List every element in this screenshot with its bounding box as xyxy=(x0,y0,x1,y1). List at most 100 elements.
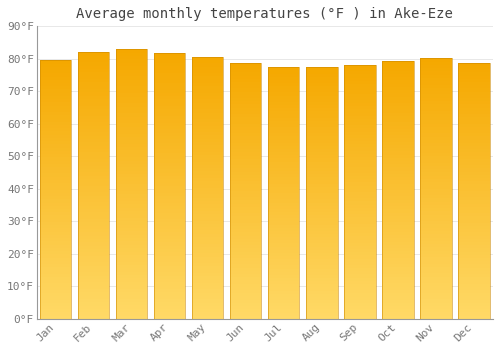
Bar xyxy=(344,106,376,110)
Bar xyxy=(116,218,148,221)
Bar xyxy=(420,58,452,319)
Bar xyxy=(78,106,110,109)
Bar xyxy=(268,121,300,124)
Bar xyxy=(230,287,262,290)
Bar xyxy=(116,268,148,272)
Bar xyxy=(78,256,110,259)
Bar xyxy=(78,279,110,282)
Bar xyxy=(344,78,376,81)
Bar xyxy=(420,215,452,218)
Bar xyxy=(116,113,148,117)
Bar xyxy=(230,162,262,165)
Bar xyxy=(382,103,414,106)
Bar xyxy=(344,132,376,135)
Bar xyxy=(78,146,110,149)
Bar xyxy=(306,300,338,303)
Bar xyxy=(192,237,224,240)
Bar xyxy=(230,91,262,95)
Bar xyxy=(458,152,490,155)
Bar xyxy=(116,107,148,110)
Bar xyxy=(344,297,376,300)
Bar xyxy=(382,126,414,129)
Bar xyxy=(116,299,148,302)
Bar xyxy=(458,265,490,268)
Bar xyxy=(230,136,262,140)
Bar xyxy=(268,259,300,262)
Bar xyxy=(230,149,262,152)
Bar xyxy=(382,313,414,316)
Bar xyxy=(116,167,148,171)
Bar xyxy=(344,284,376,287)
Bar xyxy=(382,87,414,90)
Bar xyxy=(268,70,300,74)
Bar xyxy=(40,90,72,93)
Bar xyxy=(154,119,186,123)
Bar xyxy=(192,139,224,142)
Bar xyxy=(344,192,376,195)
Bar xyxy=(382,171,414,174)
Bar xyxy=(40,309,72,313)
Bar xyxy=(344,239,376,243)
Bar xyxy=(230,127,262,130)
Bar xyxy=(268,287,300,290)
Bar xyxy=(420,264,452,267)
Bar xyxy=(78,269,110,272)
Bar xyxy=(268,193,300,196)
Bar xyxy=(268,86,300,89)
Bar xyxy=(344,182,376,186)
Bar xyxy=(116,150,148,154)
Bar xyxy=(230,175,262,178)
Bar xyxy=(78,172,110,176)
Bar xyxy=(306,281,338,284)
Bar xyxy=(306,250,338,253)
Bar xyxy=(306,218,338,222)
Bar xyxy=(154,183,186,186)
Bar xyxy=(40,290,72,293)
Bar xyxy=(116,73,148,76)
Bar xyxy=(78,59,110,62)
Bar xyxy=(116,110,148,113)
Bar xyxy=(192,103,224,106)
Bar xyxy=(382,264,414,267)
Bar xyxy=(154,169,186,173)
Bar xyxy=(78,222,110,226)
Bar xyxy=(420,149,452,153)
Bar xyxy=(306,303,338,306)
Bar xyxy=(230,300,262,303)
Bar xyxy=(154,309,186,312)
Bar xyxy=(420,303,452,306)
Bar xyxy=(40,67,72,70)
Bar xyxy=(116,258,148,261)
Bar xyxy=(268,149,300,152)
Bar xyxy=(192,312,224,316)
Bar xyxy=(78,102,110,106)
Bar xyxy=(230,248,262,252)
Bar xyxy=(382,61,414,64)
Bar xyxy=(344,211,376,214)
Bar xyxy=(458,63,490,66)
Bar xyxy=(116,191,148,194)
Bar xyxy=(192,214,224,217)
Bar xyxy=(192,112,224,116)
Bar xyxy=(344,217,376,220)
Bar xyxy=(344,281,376,284)
Bar xyxy=(268,294,300,297)
Bar xyxy=(192,155,224,159)
Bar xyxy=(420,114,452,117)
Bar xyxy=(344,214,376,217)
Bar xyxy=(78,316,110,319)
Bar xyxy=(116,252,148,255)
Bar xyxy=(268,177,300,181)
Bar xyxy=(458,306,490,309)
Bar xyxy=(40,170,72,174)
Bar xyxy=(40,261,72,264)
Bar xyxy=(40,219,72,222)
Bar xyxy=(268,240,300,243)
Bar xyxy=(40,116,72,119)
Bar xyxy=(230,309,262,313)
Bar xyxy=(154,239,186,243)
Bar xyxy=(306,234,338,237)
Bar xyxy=(268,253,300,256)
Bar xyxy=(420,313,452,316)
Bar xyxy=(230,239,262,242)
